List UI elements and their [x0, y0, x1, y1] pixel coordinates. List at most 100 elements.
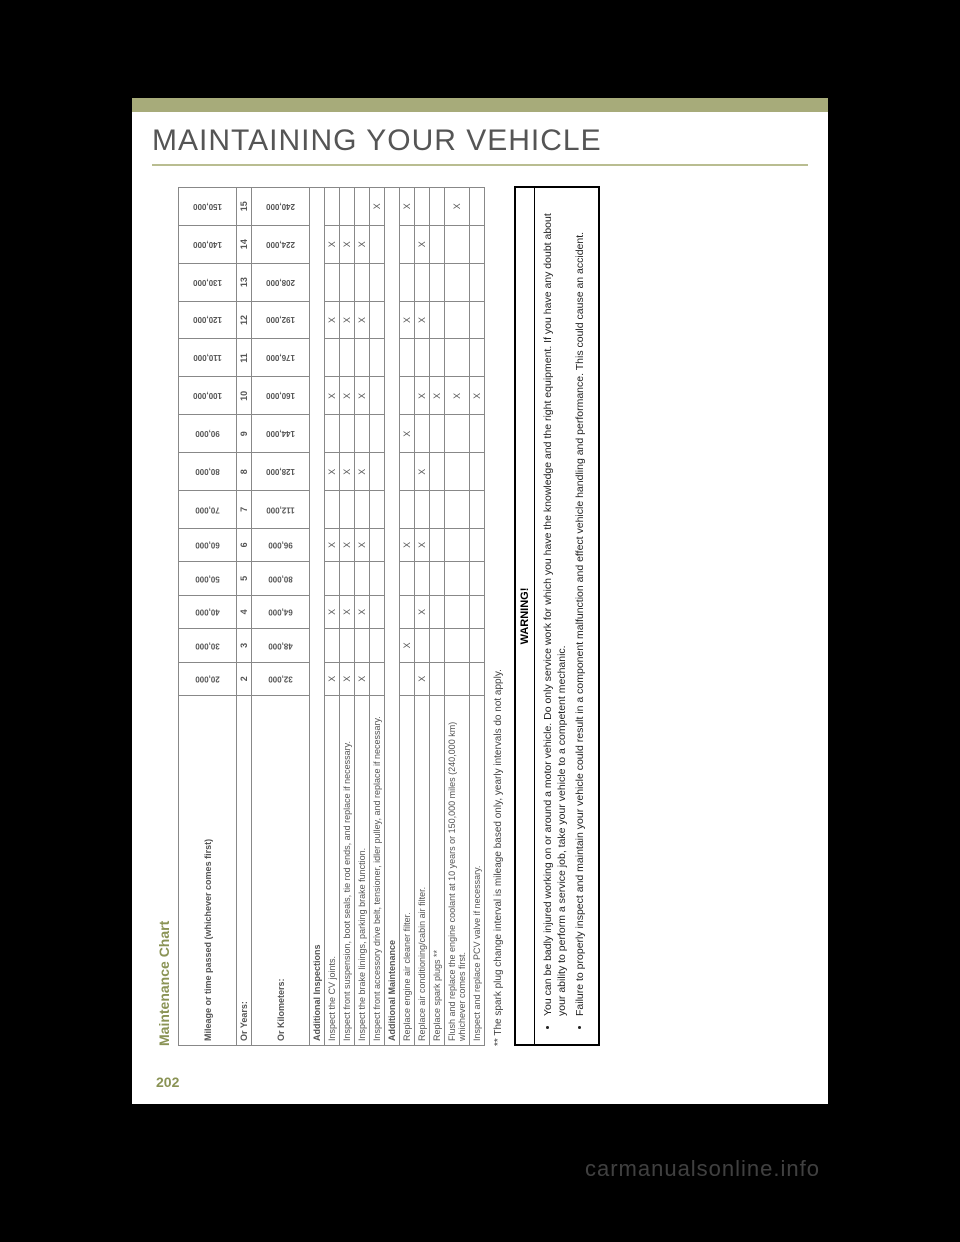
- maintenance-mark-cell: X: [415, 301, 430, 339]
- maintenance-mark-cell: [430, 491, 445, 528]
- table-header-label: Or Years:: [237, 696, 252, 1046]
- header-accent-bar: [132, 98, 828, 112]
- maintenance-mark-cell: X: [415, 225, 430, 263]
- maintenance-mark-cell: [445, 491, 470, 528]
- maintenance-mark-cell: [445, 415, 470, 453]
- maintenance-mark-cell: [370, 662, 385, 695]
- maintenance-mark-cell: X: [415, 662, 430, 695]
- maintenance-mark-cell: [325, 415, 340, 453]
- maintenance-mark-cell: [355, 187, 370, 225]
- maintenance-mark-cell: [370, 562, 385, 595]
- maintenance-mark-cell: [470, 225, 485, 263]
- maintenance-mark-cell: [370, 453, 385, 491]
- table-header-cell: 9: [237, 415, 252, 453]
- maintenance-mark-cell: [470, 491, 485, 528]
- table-header-cell: 32,000: [252, 662, 310, 695]
- maintenance-mark-cell: [415, 629, 430, 662]
- maintenance-mark-cell: [470, 339, 485, 377]
- page-number: 202: [156, 1074, 179, 1090]
- table-header-cell: 100,000: [179, 377, 237, 415]
- section-header: Additional Maintenance: [385, 187, 400, 1045]
- table-header-cell: 110,000: [179, 339, 237, 377]
- maintenance-mark-cell: [430, 629, 445, 662]
- maintenance-mark-cell: [445, 453, 470, 491]
- maintenance-mark-cell: [470, 629, 485, 662]
- maintenance-mark-cell: [370, 595, 385, 628]
- table-header-cell: 64,000: [252, 595, 310, 628]
- maintenance-mark-cell: X: [400, 187, 415, 225]
- maintenance-mark-cell: [370, 301, 385, 339]
- table-header-cell: 6: [237, 528, 252, 561]
- maintenance-mark-cell: [325, 187, 340, 225]
- maintenance-mark-cell: [400, 491, 415, 528]
- maintenance-mark-cell: X: [370, 187, 385, 225]
- maintenance-mark-cell: [470, 415, 485, 453]
- maintenance-mark-cell: [325, 629, 340, 662]
- maintenance-mark-cell: X: [415, 453, 430, 491]
- page-title: MAINTAINING YOUR VEHICLE: [132, 112, 828, 164]
- maintenance-item-desc: Inspect the brake linings, parking brake…: [355, 696, 370, 1046]
- table-header-cell: 13: [237, 263, 252, 301]
- maintenance-mark-cell: X: [430, 377, 445, 415]
- maintenance-mark-cell: [370, 339, 385, 377]
- maintenance-mark-cell: [445, 629, 470, 662]
- table-header-cell: 40,000: [179, 595, 237, 628]
- maintenance-mark-cell: [355, 339, 370, 377]
- maintenance-mark-cell: [445, 263, 470, 301]
- table-header-cell: 10: [237, 377, 252, 415]
- table-header-cell: 176,000: [252, 339, 310, 377]
- table-header-cell: 140,000: [179, 225, 237, 263]
- table-header-cell: 12: [237, 301, 252, 339]
- maintenance-mark-cell: X: [325, 662, 340, 695]
- maintenance-mark-cell: X: [325, 225, 340, 263]
- maintenance-mark-cell: X: [340, 377, 355, 415]
- maintenance-mark-cell: X: [355, 662, 370, 695]
- maintenance-mark-cell: [400, 339, 415, 377]
- maintenance-mark-cell: [445, 339, 470, 377]
- maintenance-mark-cell: [340, 339, 355, 377]
- maintenance-mark-cell: [470, 562, 485, 595]
- table-header-label: Or Kilometers:: [252, 696, 310, 1046]
- maintenance-mark-cell: [415, 415, 430, 453]
- maintenance-mark-cell: X: [325, 595, 340, 628]
- maintenance-mark-cell: [400, 562, 415, 595]
- maintenance-mark-cell: [340, 187, 355, 225]
- maintenance-mark-cell: [370, 629, 385, 662]
- table-header-cell: 60,000: [179, 528, 237, 561]
- maintenance-mark-cell: [415, 263, 430, 301]
- table-header-cell: 112,000: [252, 491, 310, 528]
- maintenance-mark-cell: [400, 263, 415, 301]
- maintenance-mark-cell: X: [400, 528, 415, 561]
- warning-body: You can be badly injured working on or a…: [535, 188, 598, 1044]
- maintenance-mark-cell: [340, 629, 355, 662]
- maintenance-mark-cell: [445, 662, 470, 695]
- maintenance-mark-cell: [355, 491, 370, 528]
- maintenance-mark-cell: [355, 562, 370, 595]
- maintenance-item-desc: Replace air conditioning/cabin air filte…: [415, 696, 430, 1046]
- table-header-cell: 30,000: [179, 629, 237, 662]
- table-header-cell: 7: [237, 491, 252, 528]
- maintenance-item-desc: Inspect and replace PCV valve if necessa…: [470, 696, 485, 1046]
- maintenance-mark-cell: [470, 301, 485, 339]
- chart-footnote: ** The spark plug change interval is mil…: [493, 186, 504, 1046]
- maintenance-mark-cell: X: [470, 377, 485, 415]
- rotated-chart-block: Maintenance Chart Mileage or time passed…: [156, 186, 600, 1046]
- maintenance-mark-cell: [400, 225, 415, 263]
- maintenance-mark-cell: X: [355, 301, 370, 339]
- maintenance-mark-cell: [355, 415, 370, 453]
- table-header-cell: 128,000: [252, 453, 310, 491]
- maintenance-mark-cell: X: [340, 662, 355, 695]
- maintenance-mark-cell: [415, 339, 430, 377]
- maintenance-mark-cell: [340, 562, 355, 595]
- maintenance-mark-cell: X: [355, 453, 370, 491]
- maintenance-mark-cell: [430, 339, 445, 377]
- maintenance-mark-cell: [430, 263, 445, 301]
- table-header-cell: 2: [237, 662, 252, 695]
- maintenance-mark-cell: X: [445, 377, 470, 415]
- maintenance-table: Mileage or time passed (whichever comes …: [178, 187, 485, 1046]
- table-header-cell: 96,000: [252, 528, 310, 561]
- table-header-cell: 4: [237, 595, 252, 628]
- maintenance-mark-cell: X: [325, 377, 340, 415]
- table-header-cell: 150,000: [179, 187, 237, 225]
- maintenance-mark-cell: [370, 528, 385, 561]
